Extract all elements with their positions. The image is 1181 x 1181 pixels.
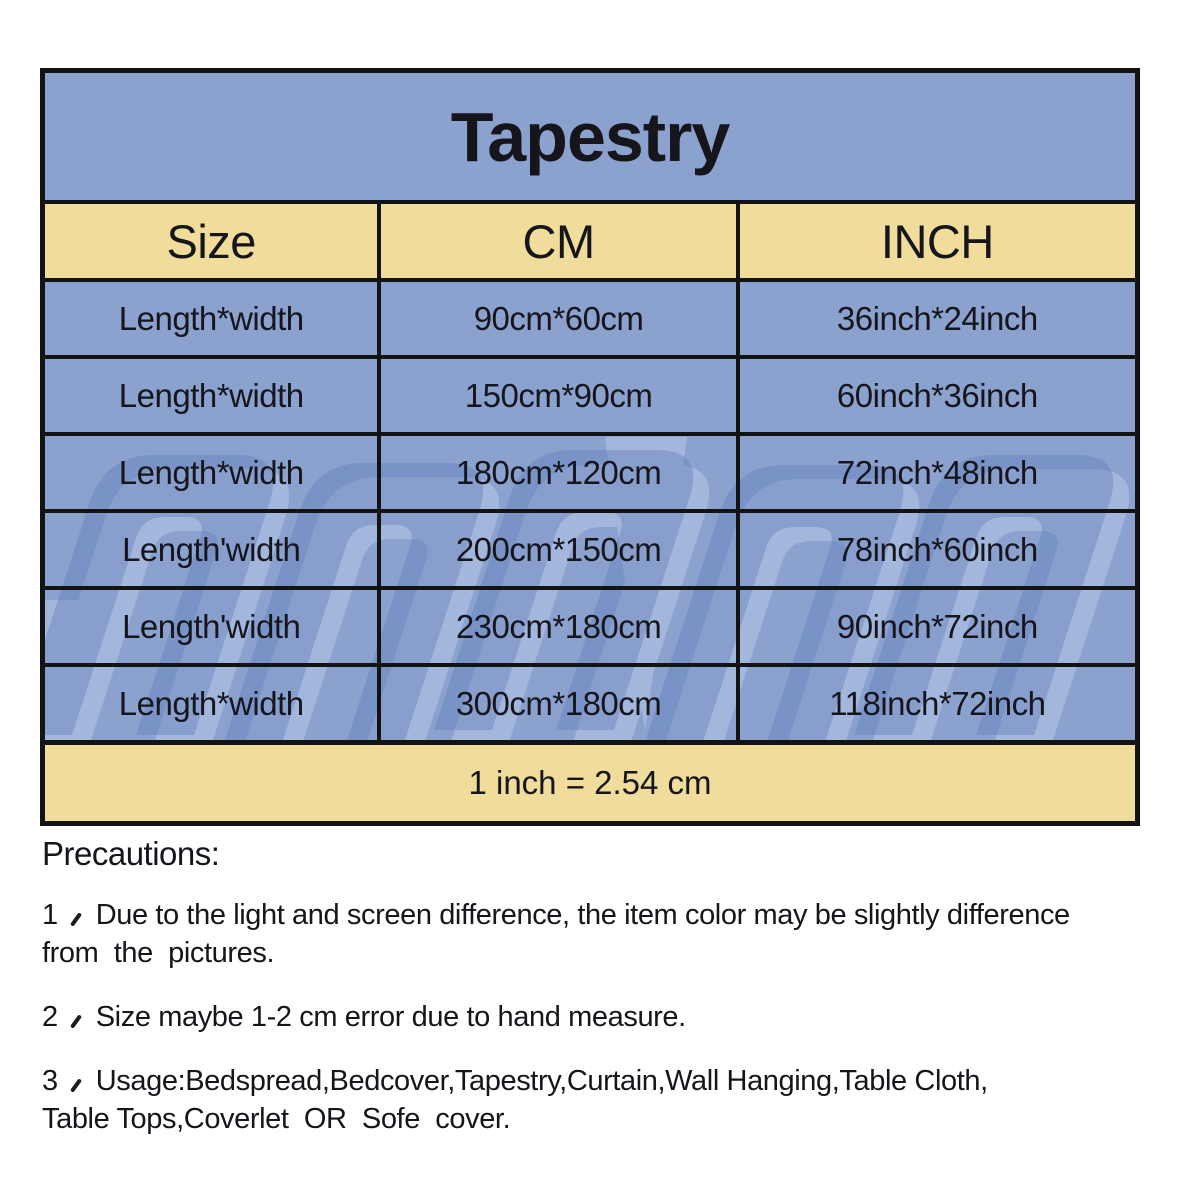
size-table: Tapestry Size CM INCH Length*width 90cm*… xyxy=(40,68,1140,826)
column-header-inch: INCH xyxy=(880,214,994,268)
note-number: 2 xyxy=(42,1001,58,1033)
size-cell: Length*width xyxy=(118,299,304,337)
column-header-size: Size xyxy=(166,214,257,268)
inch-cell: 60inch*36inch xyxy=(836,376,1038,414)
size-cell: Length*width xyxy=(118,453,304,491)
size-cell: Length'width xyxy=(122,607,301,645)
cm-cell: 150cm*90cm xyxy=(377,359,740,432)
ideographic-comma-icon xyxy=(69,1014,82,1029)
table-row: Length*width 150cm*90cm 60inch*36inch xyxy=(45,355,1135,432)
note-item: 1 Due to the light and screen difference,… xyxy=(42,896,1138,972)
ideographic-comma-icon xyxy=(69,1078,82,1093)
cm-cell: 90cm*60cm xyxy=(377,282,740,355)
size-cell: Length*width xyxy=(118,376,304,414)
cm-cell: 230cm*180cm xyxy=(377,590,740,663)
precautions-heading: Precautions: xyxy=(42,835,220,872)
note-number: 3 xyxy=(42,1065,58,1097)
table-footer-row: 1 inch = 2.54 cm xyxy=(45,740,1135,821)
table-row: Length*width 300cm*180cm 118inch*72inch xyxy=(45,663,1135,740)
size-cell: Length*width xyxy=(118,684,304,722)
inch-cell: 90inch*72inch xyxy=(836,607,1038,645)
table-title: Tapestry xyxy=(450,97,731,176)
note-text: Due to the light and screen difference, … xyxy=(95,899,1070,931)
size-cell: Length'width xyxy=(122,530,301,568)
inch-cell: 78inch*60inch xyxy=(836,530,1038,568)
table-row: Length*width 90cm*60cm 36inch*24inch xyxy=(45,278,1135,355)
note-number: 1 xyxy=(42,899,58,931)
table-row: Length*width 180cm*120cm 72inch*48inch xyxy=(45,432,1135,509)
inch-cell: 72inch*48inch xyxy=(836,453,1038,491)
note-text: Size maybe 1-2 cm error due to hand meas… xyxy=(95,1001,686,1033)
conversion-note: 1 inch = 2.54 cm xyxy=(468,764,712,801)
note-item: 3 Usage:Bedspread,Bedcover,Tapestry,Curta… xyxy=(42,1062,1138,1138)
note-text: Table Tops,Coverlet OR Sofe cover. xyxy=(42,1103,511,1135)
column-header-cm: CM xyxy=(377,204,740,278)
cm-cell: 300cm*180cm xyxy=(377,667,740,740)
inch-cell: 36inch*24inch xyxy=(836,299,1038,337)
inch-cell: 118inch*72inch xyxy=(829,684,1046,722)
note-text: Usage:Bedspread,Bedcover,Tapestry,Curtai… xyxy=(95,1065,988,1097)
note-item: 2 Size maybe 1-2 cm error due to hand mea… xyxy=(42,998,1138,1036)
table-header-row: Size CM INCH xyxy=(45,200,1135,278)
cm-cell: 180cm*120cm xyxy=(377,436,740,509)
cm-cell: 200cm*150cm xyxy=(377,513,740,586)
note-text: from the pictures. xyxy=(42,937,275,969)
precautions-section: Precautions: 1 Due to the light and scree… xyxy=(42,834,1138,1164)
table-row: Length'width 200cm*150cm 78inch*60inch xyxy=(45,509,1135,586)
table-row: Length'width 230cm*180cm 90inch*72inch xyxy=(45,586,1135,663)
table-title-row: Tapestry xyxy=(45,73,1135,200)
ideographic-comma-icon xyxy=(69,912,82,927)
